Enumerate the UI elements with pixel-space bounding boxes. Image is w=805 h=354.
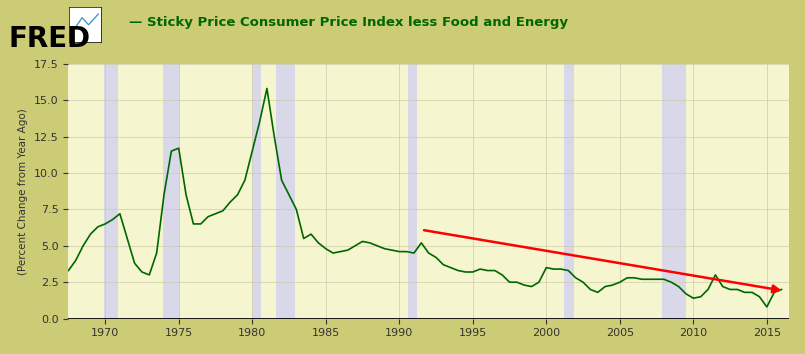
Bar — [663, 64, 686, 319]
Bar — [104, 64, 118, 319]
Bar — [252, 64, 261, 319]
Bar — [564, 64, 574, 319]
Bar — [408, 64, 417, 319]
Text: FRED: FRED — [8, 25, 90, 53]
Bar — [276, 64, 295, 319]
Text: — Sticky Price Consumer Price Index less Food and Energy: — Sticky Price Consumer Price Index less… — [129, 16, 568, 29]
Bar — [163, 64, 180, 319]
Y-axis label: (Percent Change from Year Ago): (Percent Change from Year Ago) — [19, 108, 28, 275]
